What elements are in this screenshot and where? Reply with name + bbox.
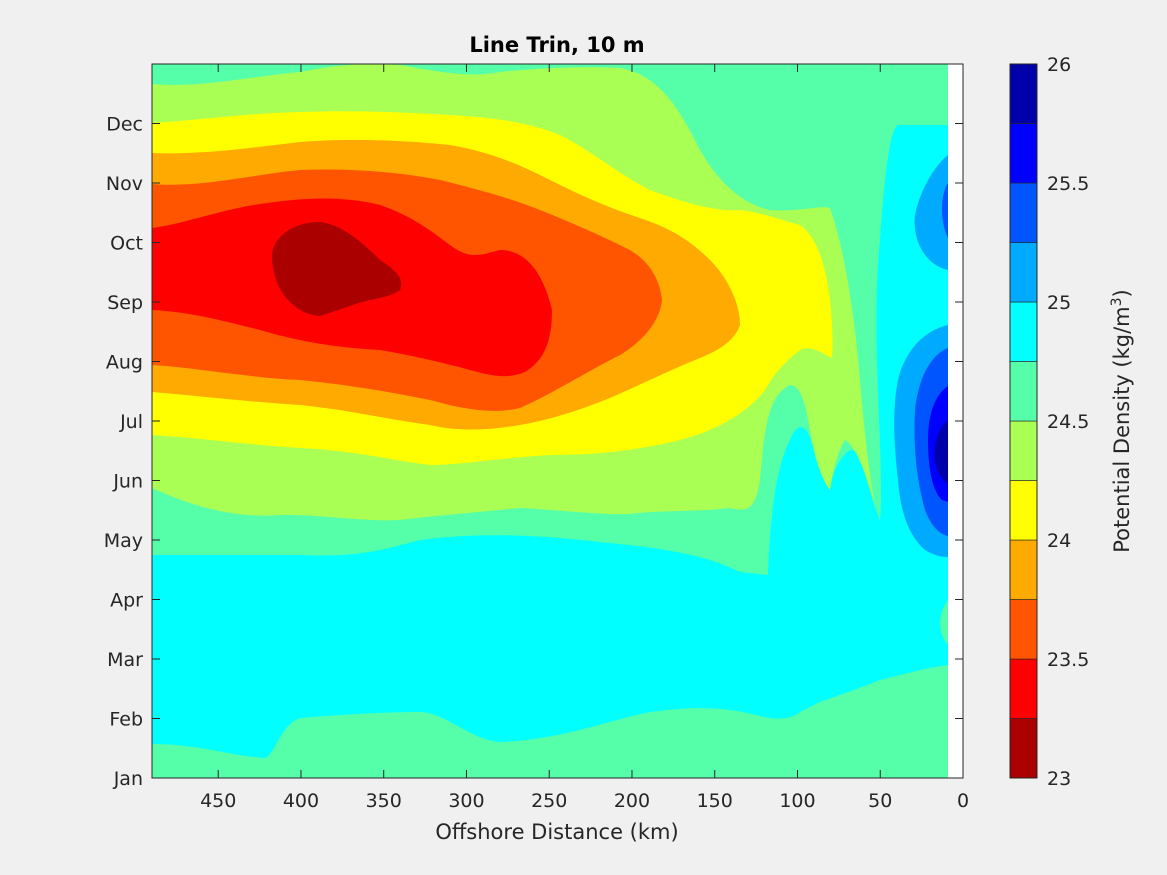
contour-fill	[152, 63, 948, 778]
colorbar-tick-label: 25.5	[1047, 173, 1089, 195]
colorbar-swatch	[1009, 658, 1038, 719]
x-tick-label: 450	[200, 790, 236, 812]
y-tick-label: Dec	[106, 114, 143, 136]
x-tick-label: 50	[868, 790, 892, 812]
x-tick-label: 200	[614, 790, 650, 812]
plot-area: 450 400 350 300 250 200 150 100 50 0 Jan Feb Mar Apr…	[104, 63, 969, 812]
colorbar: 23 23.5 24 24.5 25 25.5 26 Potential Density (…	[1009, 54, 1134, 790]
x-tick-label: 0	[957, 790, 969, 812]
colorbar-swatch	[1009, 182, 1038, 243]
x-tick-label: 400	[283, 790, 319, 812]
x-axis-label: Offshore Distance (km)	[435, 820, 678, 844]
colorbar-swatch	[1009, 63, 1038, 124]
x-tick-label: 300	[448, 790, 484, 812]
colorbar-label: Potential Density (kg/m3)	[1109, 289, 1134, 553]
colorbar-swatch	[1009, 539, 1038, 600]
colorbar-swatch	[1009, 599, 1038, 660]
colorbar-swatch	[1009, 123, 1038, 184]
colorbar-box	[1009, 63, 1038, 779]
colorbar-tick-label: 23	[1047, 768, 1071, 790]
y-axis-ticks: Jan Feb Mar Apr May Jun Jul Aug Sep Oct Nov Dec	[104, 114, 963, 790]
x-tick-label: 350	[366, 790, 402, 812]
y-tick-label: Feb	[109, 709, 143, 731]
colorbar-swatch	[1009, 242, 1038, 303]
y-tick-label: Jan	[113, 768, 143, 790]
y-tick-label: Jun	[112, 471, 143, 493]
y-tick-label: Jul	[119, 411, 143, 433]
colorbar-swatch	[1009, 301, 1038, 362]
y-tick-label: Sep	[107, 292, 143, 314]
y-tick-label: Oct	[110, 233, 143, 255]
y-tick-label: Nov	[106, 173, 143, 195]
x-tick-label: 150	[697, 790, 733, 812]
x-tick-label: 100	[779, 790, 815, 812]
y-tick-label: May	[104, 530, 143, 552]
colorbar-swatch	[1009, 361, 1038, 422]
y-tick-label: Aug	[106, 352, 143, 374]
colorbar-swatch	[1009, 480, 1038, 541]
contour-band-25.75-26	[934, 420, 948, 484]
y-tick-label: Mar	[107, 649, 143, 671]
colorbar-tick-label: 24	[1047, 530, 1071, 552]
x-axis-ticks: 450 400 350 300 250 200 150 100 50 0	[200, 64, 969, 812]
y-tick-label: Apr	[110, 590, 143, 612]
contour-band-24.75-25	[152, 125, 948, 758]
colorbar-tick-label: 26	[1047, 54, 1071, 76]
chart-title: Line Trin, 10 m	[469, 33, 644, 57]
colorbar-tick-label: 23.5	[1047, 649, 1089, 671]
contour-band-23-23.25	[271, 222, 402, 316]
colorbar-swatch	[1009, 718, 1038, 779]
colorbar-tick-label: 24.5	[1047, 411, 1089, 433]
x-tick-label: 250	[531, 790, 567, 812]
colorbar-tick-label: 25	[1047, 292, 1071, 314]
colorbar-swatch	[1009, 420, 1038, 481]
